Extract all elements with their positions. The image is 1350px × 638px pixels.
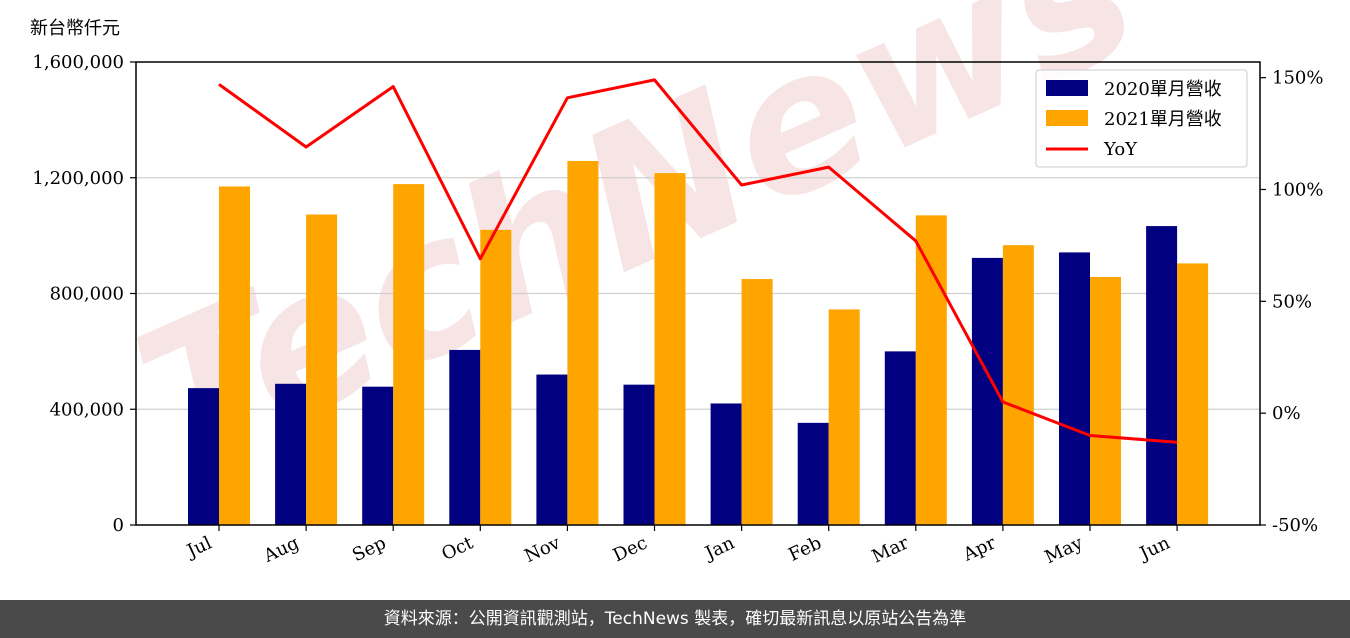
bar-2021-jan (741, 279, 773, 525)
bar-2020-mar (884, 351, 916, 525)
bar-2020-feb (797, 422, 829, 525)
x-tick-label: Mar (869, 532, 912, 567)
x-tick-label: Jun (1135, 532, 1174, 565)
bar-2021-oct (480, 229, 512, 525)
x-tick-label: Nov (521, 532, 564, 567)
bar-2020-oct (449, 349, 481, 525)
source-footer: 資料來源：公開資訊觀測站，TechNews 製表，確切最新訊息以原站公告為準 (0, 600, 1350, 638)
x-tick-label: Sep (349, 532, 389, 566)
x-tick-label: Apr (959, 532, 999, 566)
bar-2021-mar (915, 215, 947, 525)
bar-2020-aug (275, 383, 307, 525)
bar-2020-may (1059, 252, 1090, 525)
y-right-tick-label: 100% (1272, 179, 1323, 200)
bar-2020-jan (710, 403, 742, 525)
legend: 2020單月營收 2021單月營收 YoY (1035, 69, 1248, 168)
bar-2021-jul (219, 186, 250, 525)
x-tick-label: Jul (182, 532, 215, 562)
unit-label: 新台幣仟元 (30, 18, 120, 39)
bar-2021-sep (393, 184, 425, 525)
y-left-tick-label: 1,600,000 (32, 52, 124, 73)
legend-label-yoy: YoY (1103, 139, 1138, 160)
bar-2020-jul (188, 388, 219, 525)
y-right-tick-label: -50% (1272, 515, 1318, 536)
bar-2020-nov (536, 374, 568, 525)
legend-swatch-2021 (1046, 110, 1088, 126)
bars (188, 160, 1209, 526)
y-left-tick-label: 400,000 (50, 399, 124, 420)
y-right-tick-label: 50% (1272, 291, 1312, 312)
yoy-line (218, 78, 1178, 444)
bar-2021-nov (567, 160, 599, 525)
y-left-tick-label: 1,200,000 (32, 168, 124, 189)
legend-label-2020: 2020單月營收 (1104, 79, 1222, 100)
y-right-tick-label: 150% (1272, 68, 1323, 89)
y-left-tick-label: 800,000 (50, 284, 124, 305)
bar-2021-dec (654, 173, 686, 525)
bar-2021-aug (306, 214, 338, 526)
bar-2020-sep (362, 386, 394, 525)
x-tick-label: May (1042, 532, 1087, 568)
bar-2020-jun (1146, 226, 1178, 525)
bar-2021-jun (1177, 263, 1209, 525)
bar-2021-may (1090, 277, 1121, 525)
y-right-tick-label: 0% (1272, 403, 1301, 424)
bar-2021-feb (828, 309, 860, 525)
x-tick-label: Aug (260, 532, 303, 567)
bar-2020-dec (623, 384, 655, 525)
bar-2021-apr (1002, 245, 1034, 525)
legend-box (1035, 69, 1248, 168)
y-left-tick-label: 0 (113, 515, 124, 536)
x-tick-label: Feb (785, 532, 824, 565)
legend-swatch-2020 (1046, 80, 1088, 96)
legend-label-2021: 2021單月營收 (1104, 109, 1222, 130)
x-tick-label: Jan (700, 532, 738, 565)
revenue-chart: TechNews 0400,000800,0001,200,0001,600,0… (32, 0, 1323, 568)
x-tick-label: Oct (438, 532, 477, 565)
x-tick-label: Dec (610, 532, 651, 566)
yoy-line-layer (218, 78, 1178, 444)
